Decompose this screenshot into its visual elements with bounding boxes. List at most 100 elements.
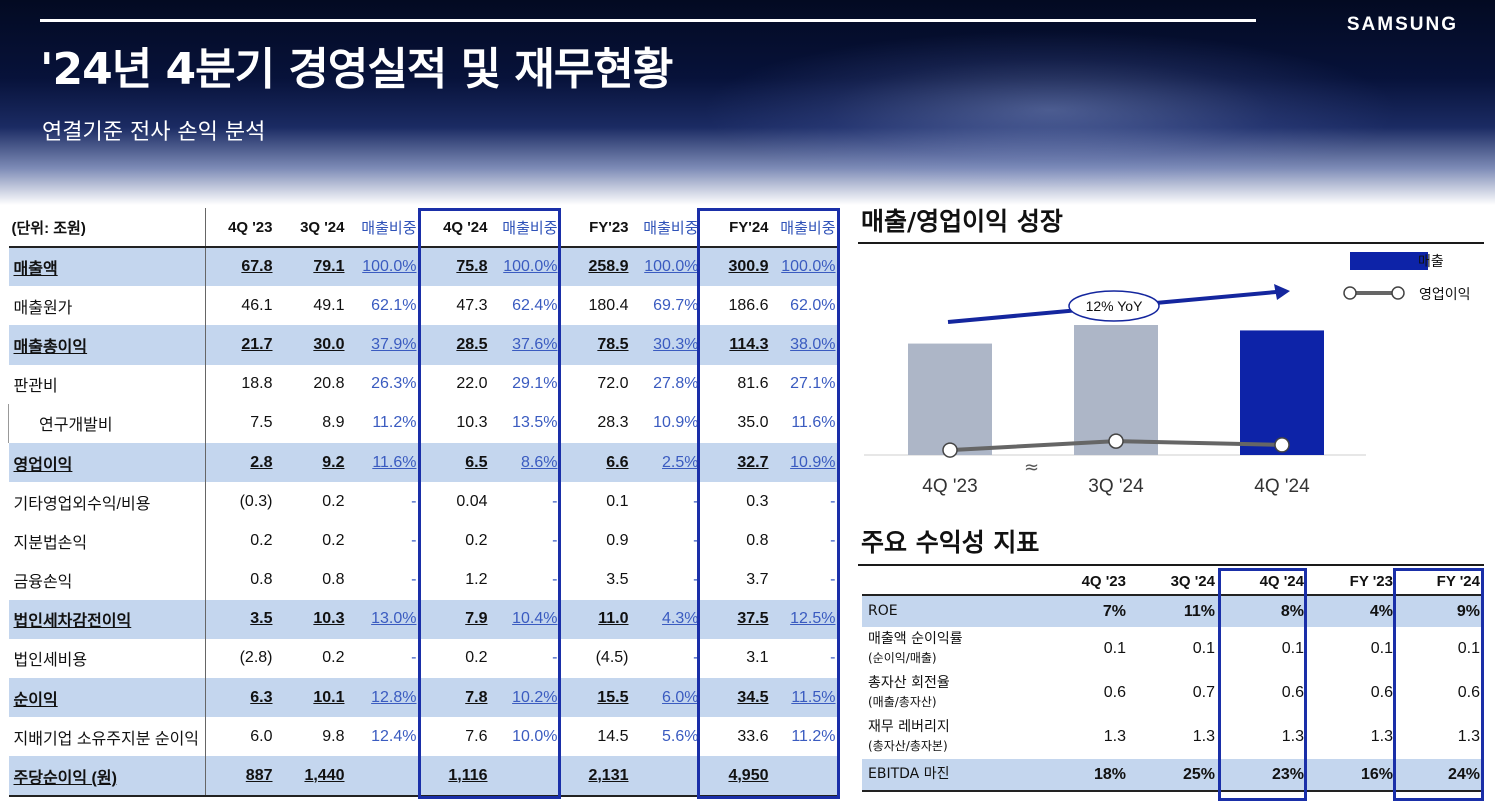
table-cell: 0.04 bbox=[456, 492, 488, 510]
table-row: 매출총이익 21.7 30.0 37.9% 28.5 37.6% 78.5 30.3% 114.… bbox=[8, 325, 839, 365]
table-row: 영업이익 2.8 9.2 11.6% 6.5 8.6% 6.6 2.5% 32.7 10.9% bbox=[8, 442, 839, 483]
table-body: 매출액 67.8 79.1 100.0% 75.8 100.0% 258.9 100.0% 30… bbox=[8, 247, 839, 797]
table-cell: 1.2 bbox=[465, 571, 488, 589]
table-cell: 6.6 bbox=[560, 442, 632, 483]
kpi-cell: 1.3 bbox=[1370, 728, 1393, 745]
table-cell: 114.3 bbox=[701, 325, 772, 365]
kpi-col-header: 4Q '24 bbox=[1219, 568, 1308, 596]
table-cell: 0.8 bbox=[746, 531, 769, 549]
kpi-cell: 0.6 bbox=[1370, 684, 1393, 701]
table-cell: 2.5% bbox=[631, 442, 702, 483]
kpi-cell: 0.6 bbox=[1457, 684, 1480, 701]
page-header: SAMSUNG '24년 4분기 경영실적 및 재무현황 연결기준 전사 손익 … bbox=[0, 0, 1495, 205]
kpi-label-text: 재무 레버리지 bbox=[868, 719, 950, 735]
table-cell: 887 bbox=[205, 756, 276, 797]
table-cell: 12.5% bbox=[771, 599, 839, 639]
kpi-cell: 0.6 bbox=[1103, 684, 1126, 701]
col-header: 3Q '24 bbox=[275, 208, 348, 248]
income-statement-table: (단위: 조원) 4Q '23 3Q '24 매출비중 4Q '24 매출비중 … bbox=[8, 208, 839, 797]
row-label: 매출총이익 bbox=[8, 325, 206, 365]
table-cell: 0.2 bbox=[205, 521, 276, 561]
revenue-bar bbox=[1240, 330, 1324, 455]
col-header: 4Q '23 bbox=[205, 208, 276, 248]
kpi-cell: 9% bbox=[1397, 595, 1484, 627]
table-cell: 7.9 bbox=[419, 599, 491, 639]
revenue-bar bbox=[908, 343, 992, 455]
row-label: 연구개발비 bbox=[8, 403, 206, 443]
table-cell: - bbox=[552, 492, 558, 510]
kpi-label: 총자산 회전율 (매출/총자산) bbox=[862, 671, 1041, 715]
table-cell: 5.6% bbox=[662, 727, 699, 745]
table-cell: 6.5 bbox=[419, 442, 491, 483]
row-label: 금융손익 bbox=[13, 574, 73, 592]
legend-label-op: 영업이익 bbox=[1419, 287, 1471, 303]
table-cell: 28.5 bbox=[419, 325, 491, 365]
table-cell: - bbox=[830, 492, 836, 510]
row-label: 순이익 bbox=[8, 678, 206, 718]
table-cell: 22.0 bbox=[456, 375, 488, 393]
row-label: 영업이익 bbox=[8, 442, 206, 483]
table-cell: 18.8 bbox=[205, 364, 276, 404]
growth-chart-title: 매출/영업이익 성장 bbox=[861, 207, 1063, 236]
table-cell: (0.3) bbox=[205, 482, 276, 522]
kpi-cell: 0.1 bbox=[1281, 640, 1304, 657]
op-income-point bbox=[1108, 433, 1124, 449]
table-cell bbox=[347, 756, 420, 797]
table-cell: - bbox=[411, 492, 417, 510]
table-cell: 300.9 bbox=[701, 247, 772, 287]
table-cell bbox=[631, 756, 702, 797]
table-cell: 7.6 bbox=[465, 727, 488, 745]
table-cell: 10.9% bbox=[653, 414, 699, 432]
table-row: 연구개발비 7.5 8.9 11.2% 10.3 13.5% 28.3 10.9% 35.0 11… bbox=[8, 403, 839, 443]
legend-marker-op bbox=[1391, 286, 1405, 300]
kpi-row: EBITDA 마진 18% 25% 23% 16% 24% bbox=[862, 759, 1484, 792]
kpi-cell: 8% bbox=[1219, 595, 1308, 627]
table-cell: - bbox=[693, 571, 699, 589]
kpi-row: 재무 레버리지 (총자산/총자본) 1.3 1.3 1.3 1.3 1.3 bbox=[862, 715, 1484, 759]
row-label: 주당순이익 (원) bbox=[8, 756, 206, 797]
col-header: FY'24 bbox=[701, 208, 772, 248]
table-cell: 0.8 bbox=[205, 560, 276, 600]
table-cell: 7.5 bbox=[205, 403, 276, 443]
table-cell: 10.4% bbox=[490, 599, 561, 639]
table-cell: 0.3 bbox=[746, 492, 769, 510]
x-tick-label: 4Q '23 bbox=[922, 476, 977, 497]
table-cell: 46.1 bbox=[205, 286, 276, 326]
page-subtitle: 연결기준 전사 손익 분석 bbox=[42, 120, 266, 145]
kpi-cell: 0.1 bbox=[1370, 640, 1393, 657]
legend-marker-op bbox=[1343, 286, 1357, 300]
kpi-cell: 25% bbox=[1130, 759, 1219, 792]
table-header-row: (단위: 조원) 4Q '23 3Q '24 매출비중 4Q '24 매출비중 … bbox=[8, 208, 839, 248]
table-cell: - bbox=[693, 492, 699, 510]
table-cell: 14.5 bbox=[597, 727, 629, 745]
table-cell: 75.8 bbox=[419, 247, 491, 287]
table-cell: 10.1 bbox=[275, 678, 348, 718]
table-cell: 8.9 bbox=[322, 414, 345, 432]
table-cell: 47.3 bbox=[456, 296, 488, 314]
table-cell: (2.8) bbox=[205, 638, 276, 679]
kpi-row: 총자산 회전율 (매출/총자산) 0.6 0.7 0.6 0.6 0.6 bbox=[862, 671, 1484, 715]
kpi-table: 4Q '23 3Q '24 4Q '24 FY '23 FY '24 ROE 7%… bbox=[862, 568, 1484, 792]
table-cell: 180.4 bbox=[588, 296, 629, 314]
kpi-col-header: FY '24 bbox=[1397, 568, 1484, 596]
table-row: 기타영업외수익/비용 (0.3) 0.2 - 0.04 - 0.1 - 0.3 - bbox=[9, 482, 839, 522]
kpi-row: ROE 7% 11% 8% 4% 9% bbox=[862, 595, 1484, 627]
table-cell: - bbox=[830, 571, 836, 589]
growth-arrow-head bbox=[1274, 284, 1290, 300]
kpi-label: EBITDA 마진 bbox=[862, 759, 1041, 792]
table-cell: 33.6 bbox=[737, 727, 769, 745]
table-cell: 6.0 bbox=[205, 717, 276, 757]
table-cell: 29.1% bbox=[512, 375, 558, 393]
op-line-group bbox=[942, 433, 1290, 458]
table-row: 순이익 6.3 10.1 12.8% 7.8 10.2% 15.5 6.0% 34.5 11.5% bbox=[8, 678, 839, 718]
legend-swatch-revenue bbox=[1350, 252, 1428, 270]
table-cell: 28.3 bbox=[597, 414, 629, 432]
kpi-col-header: FY '23 bbox=[1308, 568, 1397, 596]
table-cell: 9.8 bbox=[322, 727, 345, 745]
growth-chart: 매출 영업이익 12% YoY ≈ 4Q '23 3Q '24 4Q '24 bbox=[864, 252, 1471, 497]
legend-label-revenue: 매출 bbox=[1418, 254, 1444, 270]
table-cell: - bbox=[693, 531, 699, 549]
table-cell: 100.0% bbox=[631, 247, 702, 287]
table-cell: 81.6 bbox=[737, 375, 769, 393]
kpi-title: 주요 수익성 지표 bbox=[861, 528, 1040, 557]
